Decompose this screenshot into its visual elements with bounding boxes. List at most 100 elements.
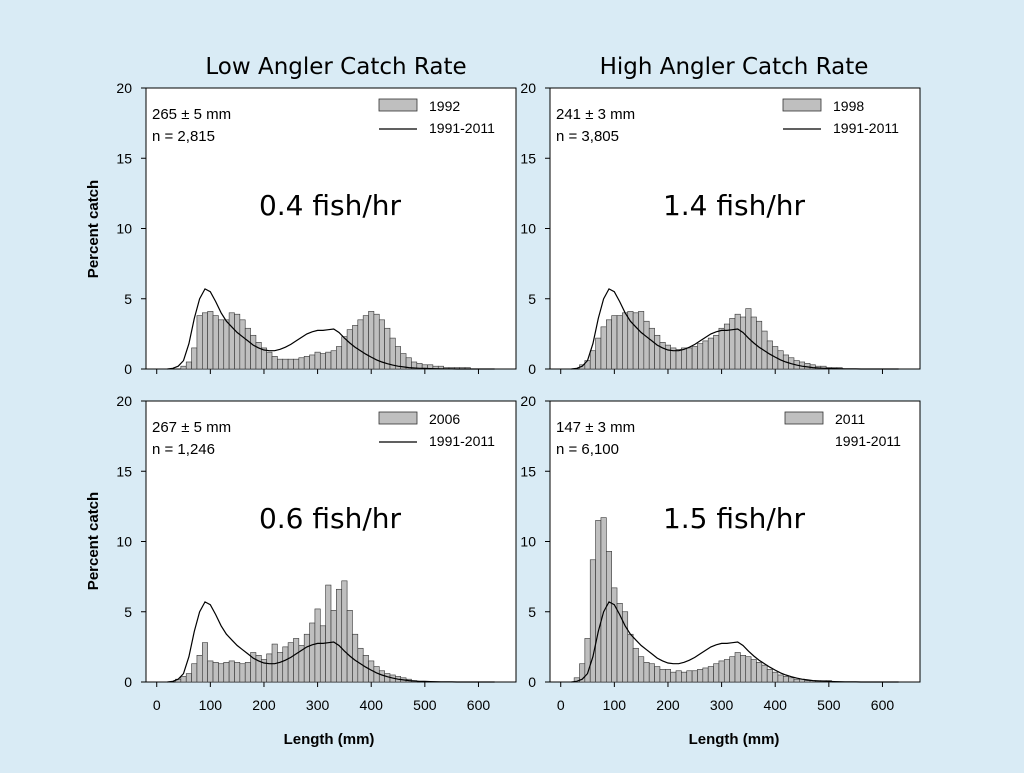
y-tick-label: 0 <box>528 674 536 690</box>
histogram-bar <box>336 346 343 370</box>
histogram-bar <box>686 347 693 370</box>
histogram-bar <box>707 666 714 683</box>
histogram-bar <box>697 343 704 370</box>
legend: 1992 1991-2011 <box>378 98 495 136</box>
histogram-bar <box>638 656 645 683</box>
histogram-bar <box>282 358 289 370</box>
histogram-bar <box>606 551 612 683</box>
y-tick-label: 15 <box>520 463 536 479</box>
legend-label-range: 1991-2011 <box>833 120 899 136</box>
histogram-bar <box>180 676 187 683</box>
histogram-bar <box>600 517 607 683</box>
sample-size-label: n = 2,815 <box>152 128 215 145</box>
histogram-bar <box>330 610 337 683</box>
histogram-bar <box>589 350 596 370</box>
histogram-bar <box>681 671 688 683</box>
histogram-bar <box>638 311 645 370</box>
y-tick-label: 5 <box>528 291 536 307</box>
mean-length-label: 147 ± 3 mm <box>556 419 635 436</box>
histogram-bar <box>734 652 741 683</box>
catch-rate-label: 0.4 fish/hr <box>259 189 402 222</box>
x-tick-label: 200 <box>656 697 680 713</box>
histogram-bar <box>702 667 709 683</box>
series-line-1991-2011 <box>571 601 899 683</box>
legend-label-year: 1992 <box>429 98 460 114</box>
histogram-bar <box>196 655 203 683</box>
histogram-bar <box>793 678 800 683</box>
histogram-bar <box>664 669 671 683</box>
series-line-1991-2011 <box>167 288 495 370</box>
histogram-bar <box>266 653 273 683</box>
y-tick-label: 10 <box>116 534 132 550</box>
histogram-bar <box>761 664 768 683</box>
histogram-bar <box>191 347 198 370</box>
histogram-bar <box>659 669 666 683</box>
histogram-bar <box>756 662 763 683</box>
histogram-bar <box>218 663 225 683</box>
histogram-bar <box>675 670 682 683</box>
column-title-high: High Angler Catch Rate <box>600 54 869 80</box>
histogram-bar <box>718 660 725 683</box>
histogram-bar <box>228 312 235 370</box>
histogram-bar <box>271 356 278 370</box>
y-tick-label: 0 <box>124 361 132 377</box>
histogram-bar <box>319 353 326 370</box>
sample-size-label: n = 1,246 <box>152 441 215 458</box>
column-title-low: Low Angler Catch Rate <box>205 54 466 80</box>
histogram-bar <box>185 673 192 683</box>
x-tick-label: 600 <box>467 697 491 713</box>
histogram-bar <box>729 318 736 370</box>
histogram-bar <box>378 670 385 683</box>
legend-swatch-bars <box>378 411 418 425</box>
histogram-bar <box>287 642 294 683</box>
catch-rate-label: 0.6 fish/hr <box>259 502 402 535</box>
histogram-bar <box>314 351 321 370</box>
histogram-bar <box>734 313 741 370</box>
histogram-bar <box>654 666 661 683</box>
histogram-bar <box>368 311 375 370</box>
histogram-bar <box>766 669 773 683</box>
histogram-bar <box>277 358 284 370</box>
histogram-bar <box>622 312 629 370</box>
legend-label-range: 1991-2011 <box>429 120 495 136</box>
histogram-bar <box>303 356 310 370</box>
histogram-bar <box>681 347 688 370</box>
histogram-bar <box>627 633 634 683</box>
histogram-bar <box>239 319 246 370</box>
histogram-bar <box>207 311 214 370</box>
histogram-bar <box>643 662 650 683</box>
histogram-bar <box>266 351 273 370</box>
histogram-bar <box>191 663 198 683</box>
histogram-bar <box>303 633 310 683</box>
histogram-bar <box>632 312 639 370</box>
histogram-bar <box>723 659 730 683</box>
histogram-bar <box>745 656 752 683</box>
histogram-bar <box>346 610 353 683</box>
x-tick-label: 100 <box>603 697 627 713</box>
legend-swatch-bars <box>782 98 822 112</box>
histogram-bar <box>707 337 714 370</box>
histogram-bar <box>287 358 294 370</box>
histogram-bar <box>298 357 305 370</box>
histogram-bar <box>260 347 267 370</box>
histogram-bar <box>702 340 709 370</box>
y-tick-label: 15 <box>116 463 132 479</box>
series-line-1991-2011 <box>571 288 899 370</box>
histogram-bar <box>670 671 677 683</box>
x-tick-label: 400 <box>764 697 788 713</box>
y-axis-label-top: Percent catch <box>85 180 102 278</box>
histogram-bar <box>293 358 300 370</box>
x-tick-label: 300 <box>306 697 330 713</box>
legend: 2011 1991-2011 <box>784 411 901 449</box>
histogram-bar <box>212 662 219 683</box>
y-tick-label: 0 <box>124 674 132 690</box>
x-tick-label: 300 <box>710 697 734 713</box>
histogram-bar <box>309 354 316 370</box>
y-tick-label: 15 <box>520 150 536 166</box>
histogram-panel-1: 0 5 10 15 20 265 ± 5 mm n = 2,815 0.4 fish/hr 19… <box>116 80 517 377</box>
histogram-bar <box>713 663 720 683</box>
histogram-bar <box>362 315 369 370</box>
histogram-bar <box>234 313 241 370</box>
